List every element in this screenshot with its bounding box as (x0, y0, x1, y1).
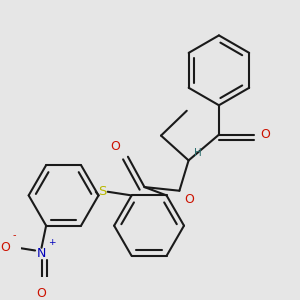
Text: +: + (48, 238, 56, 247)
Text: -: - (12, 230, 16, 240)
Text: S: S (98, 185, 106, 198)
Text: O: O (260, 128, 270, 141)
Text: O: O (184, 194, 194, 206)
Text: O: O (37, 287, 46, 300)
Text: O: O (111, 140, 121, 153)
Text: H: H (194, 148, 202, 158)
Text: N: N (37, 247, 46, 260)
Text: O: O (0, 241, 10, 254)
